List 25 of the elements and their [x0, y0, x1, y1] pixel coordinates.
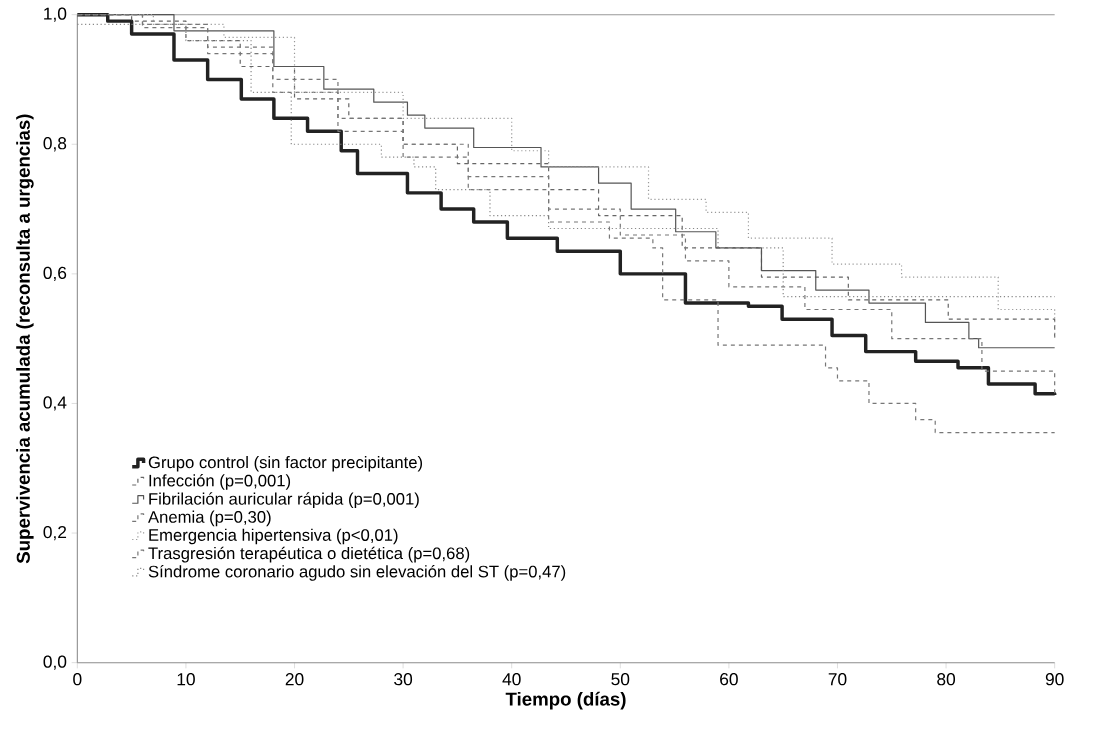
x-tick-label: 80 — [937, 673, 956, 686]
x-tick-label: 30 — [394, 673, 413, 686]
x-axis-title: Tiempo (días) — [505, 691, 626, 710]
legend-label: Infección (p=0,001) — [149, 474, 291, 490]
legend-label: Grupo control (sin factor precipitante) — [148, 455, 423, 472]
x-tick-label: 0 — [73, 673, 82, 686]
legend-label: Fibrilación auricular rápida (p=0,001) — [149, 492, 419, 509]
y-tick-label: 0,0 — [43, 655, 67, 670]
y-tick-label: 0,6 — [43, 266, 67, 282]
x-tick-label: 10 — [177, 673, 195, 686]
x-tick-label: 60 — [720, 673, 738, 686]
x-tick-label: 50 — [611, 673, 630, 686]
legend-label: Emergencia hipertensiva (p<0,01) — [149, 528, 398, 545]
x-tick-label: 20 — [285, 673, 304, 686]
x-tick-label: 40 — [502, 673, 521, 686]
legend-label: Anemia (p=0,30) — [148, 510, 271, 527]
y-tick-label: 0,4 — [43, 396, 67, 411]
legend-label: Trasgresión terapéutica o dietética (p=0,68) — [148, 546, 470, 563]
y-tick-label: 0,2 — [43, 525, 67, 541]
y-tick-label: 1,0 — [44, 7, 67, 22]
x-tick-label: 70 — [828, 673, 847, 686]
y-axis-title: Supervivencia acumulada (reconsulta a urgencias) — [16, 114, 34, 564]
y-tick-label: 0,8 — [43, 137, 67, 152]
x-tick-label: 90 — [1045, 673, 1064, 686]
legend-label: Síndrome coronario agudo sin elevación del ST (p=0,47) — [148, 565, 566, 581]
